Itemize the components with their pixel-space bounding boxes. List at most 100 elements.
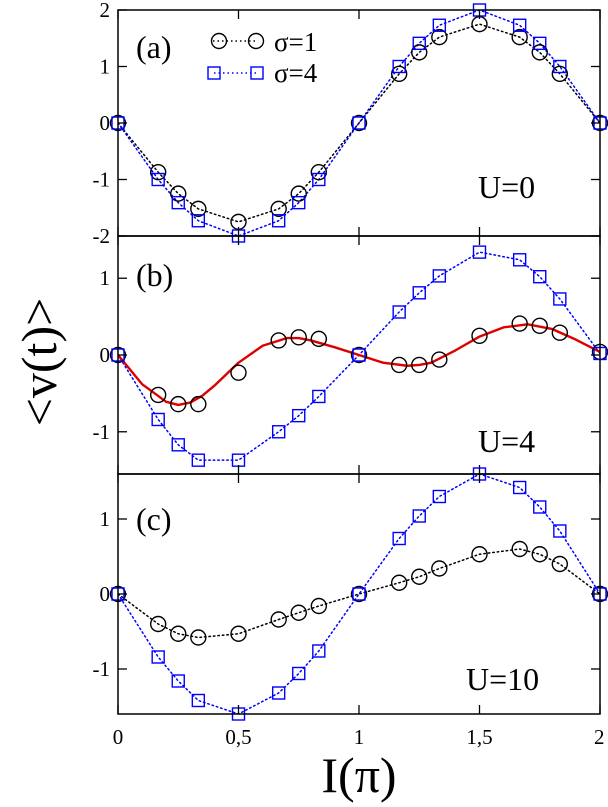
panel-annotation: U=4	[478, 423, 535, 459]
data-point-sigma1	[551, 65, 569, 83]
data-point-sigma4	[151, 412, 165, 427]
y-tick-label: 1	[100, 266, 111, 290]
data-point-sigma4	[352, 587, 366, 601]
data-point-sigma1	[531, 546, 548, 563]
data-point-sigma1	[411, 356, 428, 374]
data-point-sigma4	[553, 59, 567, 74]
data-point-sigma4	[231, 453, 246, 467]
panel-a: -2 -1 0 1 2 (a) U=0	[93, 0, 608, 248]
data-point-sigma4	[151, 172, 165, 187]
y-tick-label: 0	[100, 343, 111, 367]
data-point-sigma1	[290, 604, 307, 621]
data-point-sigma1	[511, 540, 528, 558]
y-tick-label: -2	[93, 224, 111, 248]
data-point-sigma4	[292, 195, 306, 210]
data-point-sigma1	[551, 555, 569, 573]
data-point-sigma1	[411, 568, 428, 585]
data-point-sigma4	[472, 245, 487, 259]
data-point-sigma4	[533, 269, 547, 284]
data-point-sigma1	[531, 44, 548, 61]
y-axis-label: <v(t)>	[11, 298, 67, 427]
data-point-sigma1	[149, 163, 167, 181]
data-point-sigma4	[533, 36, 547, 51]
data-point-sigma1	[350, 346, 368, 364]
data-point-sigma4	[352, 116, 366, 130]
legend-marker-sigma4	[207, 66, 221, 80]
x-tick-label: 1	[354, 725, 365, 749]
data-point-sigma1	[230, 364, 247, 381]
legend-marker-sigma1	[210, 32, 228, 50]
data-point-sigma4	[312, 644, 326, 658]
data-point-sigma1	[170, 625, 187, 642]
panel-c: -1 0 1 (c) U=10	[93, 467, 608, 721]
data-point-sigma4	[432, 18, 447, 32]
data-point-sigma1	[170, 185, 187, 202]
y-tick-label: 0	[100, 582, 111, 606]
data-point-sigma4	[292, 408, 306, 423]
data-point-sigma1	[350, 114, 368, 132]
data-point-sigma4	[171, 674, 185, 688]
data-point-sigma1	[310, 597, 328, 615]
data-point-sigma4	[151, 650, 165, 664]
data-point-sigma1	[471, 327, 488, 345]
data-point-sigma1	[149, 615, 167, 633]
data-point-sigma1	[431, 28, 448, 46]
x-axis-label: I(π)	[321, 747, 396, 803]
data-point-sigma1	[270, 611, 287, 628]
y-tick-label: -1	[93, 168, 111, 192]
data-point-sigma1	[230, 625, 247, 642]
legend-marker-sigma4	[250, 66, 264, 80]
legend: σ=1 σ=4	[207, 27, 318, 88]
data-point-sigma4	[271, 686, 286, 700]
panel-label: (b)	[136, 257, 173, 293]
y-tick-label: -1	[93, 420, 111, 444]
legend-entry-sigma1: σ=1	[210, 27, 317, 57]
x-tick-label: 0	[113, 725, 124, 749]
y-tick-label: -1	[93, 657, 111, 681]
data-point-sigma4	[533, 500, 547, 514]
legend-label-sigma4: σ=4	[274, 58, 318, 88]
series-line-sigma1	[118, 23, 600, 223]
data-point-sigma4	[171, 195, 185, 210]
panel-b: -1 0 1 (b) U=4	[93, 235, 608, 475]
data-point-sigma1	[551, 324, 569, 341]
data-point-sigma4	[412, 286, 426, 300]
data-point-sigma1	[390, 574, 408, 591]
data-point-sigma1	[170, 395, 187, 413]
data-point-sigma1	[411, 44, 428, 61]
data-point-sigma4	[553, 524, 567, 538]
series-line-sigma1	[118, 548, 600, 639]
data-point-sigma1	[149, 386, 167, 404]
data-point-sigma4	[271, 214, 286, 228]
data-point-sigma1	[190, 629, 207, 646]
data-point-sigma4	[512, 18, 527, 32]
data-point-sigma1	[511, 315, 528, 332]
legend-entry-sigma4: σ=4	[207, 58, 318, 88]
x-tick-label: 2	[594, 725, 605, 749]
data-point-sigma4	[171, 438, 185, 452]
y-tick-label: 0	[100, 111, 111, 135]
data-point-sigma1	[531, 317, 548, 335]
data-point-sigma1	[190, 200, 207, 218]
data-point-sigma4	[352, 348, 366, 362]
legend-label-sigma1: σ=1	[274, 27, 317, 57]
y-tick-label: 2	[100, 0, 111, 22]
data-point-sigma4	[553, 292, 567, 306]
y-tick-label: 1	[100, 507, 111, 531]
panel-label: (a)	[136, 29, 172, 65]
data-point-sigma1	[390, 356, 408, 374]
data-point-sigma4	[392, 59, 406, 74]
data-point-sigma1	[290, 329, 307, 346]
data-point-sigma4	[312, 172, 326, 187]
panel-label: (c)	[136, 501, 172, 537]
data-point-sigma4	[432, 489, 447, 504]
series-line-fit	[118, 323, 600, 407]
data-point-sigma1	[390, 65, 408, 83]
data-point-sigma1	[290, 185, 307, 202]
data-point-sigma1	[350, 585, 368, 603]
data-point-sigma4	[512, 480, 527, 495]
data-point-sigma1	[511, 28, 528, 46]
data-point-sigma4	[271, 425, 286, 439]
panel-annotation: U=0	[478, 169, 535, 205]
data-point-sigma1	[471, 546, 488, 563]
